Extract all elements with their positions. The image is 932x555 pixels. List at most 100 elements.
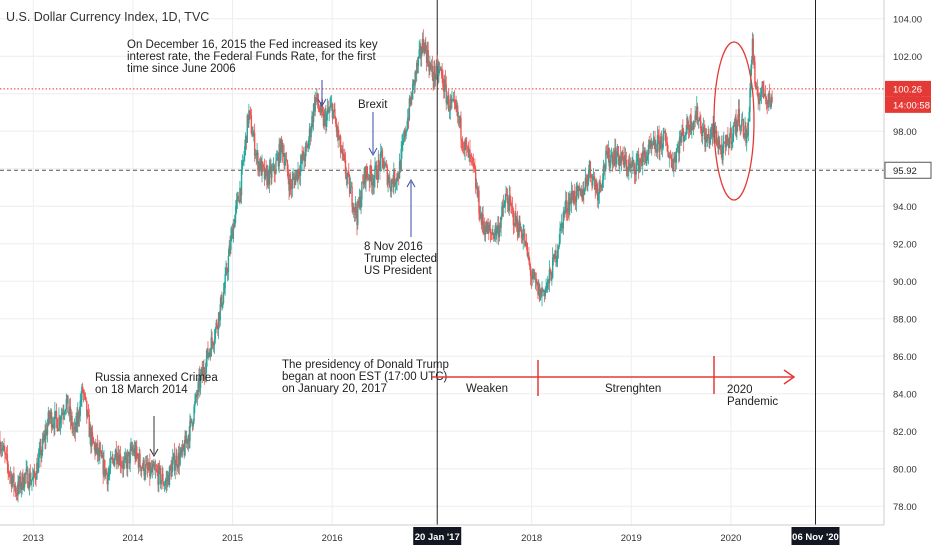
candle-body <box>468 149 470 158</box>
candle-body <box>543 290 546 297</box>
candle-body <box>271 169 274 170</box>
candle-body <box>323 115 325 127</box>
candle-body <box>605 150 607 169</box>
candle-body <box>516 218 519 233</box>
candle-body <box>191 422 194 427</box>
candle-body <box>315 97 317 99</box>
candle-body <box>231 229 234 239</box>
candle-body <box>623 159 625 167</box>
candle-body <box>156 470 158 472</box>
candle-body <box>603 165 605 171</box>
candle-body <box>519 220 521 231</box>
candle-body <box>731 141 733 144</box>
candle-body <box>218 312 221 321</box>
candle-body <box>698 118 700 121</box>
candle-body <box>402 140 404 145</box>
candle-body <box>45 429 48 435</box>
candle-body <box>102 454 104 475</box>
candle-body <box>609 162 611 167</box>
candle-body <box>342 148 344 155</box>
candle-body <box>748 112 750 119</box>
candle-body <box>735 117 737 133</box>
candle-body <box>124 455 126 461</box>
candle-body <box>46 424 49 435</box>
candle-body <box>339 136 342 153</box>
candle-body <box>453 99 456 101</box>
chart-title: U.S. Dollar Currency Index, 1D, TVC <box>6 10 209 24</box>
candle-body <box>475 186 478 189</box>
arrow-brexit <box>368 112 378 157</box>
time-axis[interactable]: 2013 2014 2015 2016 2018 2019 2020 <box>23 533 742 544</box>
candle-body <box>394 182 397 185</box>
candle-body <box>709 137 711 144</box>
candle-body <box>294 178 296 185</box>
candle-body <box>665 141 668 143</box>
candle-body <box>73 427 76 429</box>
candle-body <box>78 416 81 419</box>
candle-body <box>341 148 343 153</box>
candle-body <box>263 166 266 180</box>
candle-body <box>678 145 680 154</box>
candle-body <box>586 179 588 185</box>
candle-body <box>139 453 141 466</box>
candle-body <box>258 162 261 171</box>
candle-body <box>614 147 616 164</box>
candle-body <box>36 463 38 480</box>
candle-body <box>403 129 406 140</box>
candle-body <box>479 213 481 219</box>
candle-body <box>444 79 447 85</box>
candle-body <box>55 410 58 419</box>
candle-body <box>47 411 50 425</box>
candle-body <box>726 135 728 137</box>
candle-body <box>42 438 45 441</box>
candle-body <box>158 466 160 485</box>
candle-body <box>41 438 44 453</box>
candle-body <box>391 180 393 183</box>
candle-body <box>701 129 704 137</box>
candle-body <box>755 83 757 89</box>
candle-body <box>367 177 370 179</box>
candle-body <box>284 162 286 165</box>
candle-body <box>316 93 318 98</box>
candle-body <box>428 63 430 72</box>
candle-body <box>318 107 321 112</box>
candle-body <box>462 147 465 149</box>
candle-body <box>431 65 434 77</box>
candle-body <box>695 115 697 121</box>
candle-body <box>445 84 447 104</box>
candle-body <box>765 97 768 102</box>
candle-body <box>493 233 495 239</box>
candle-body <box>588 161 591 171</box>
candle-body <box>527 255 529 257</box>
candle-body <box>8 471 10 475</box>
candle-body <box>312 115 314 123</box>
candle-body <box>710 127 713 130</box>
candle-body <box>172 458 174 465</box>
candle-body <box>32 470 35 477</box>
candle-body <box>167 474 169 481</box>
candle-body <box>607 147 610 158</box>
candle-body <box>350 186 352 188</box>
candle-body <box>321 108 324 112</box>
candle-body <box>530 276 533 279</box>
y-tick-label: 88.00 <box>893 314 917 325</box>
candle-body <box>674 156 677 163</box>
candle-body <box>430 65 433 68</box>
candle-body <box>741 119 744 120</box>
candle-body <box>556 250 559 259</box>
candle-body <box>239 187 241 203</box>
candle-body <box>128 451 131 464</box>
candle-body <box>302 152 304 161</box>
candle-body <box>429 63 431 72</box>
candle-body <box>434 66 436 80</box>
y-tick-label: 82.00 <box>893 427 917 438</box>
candle-body <box>282 153 284 155</box>
candle-body <box>680 136 682 143</box>
candle-body <box>357 201 360 206</box>
candle-body <box>65 399 68 410</box>
candle-body <box>398 177 400 179</box>
candle-body <box>655 149 658 153</box>
x-tick-label: 2015 <box>222 533 243 544</box>
